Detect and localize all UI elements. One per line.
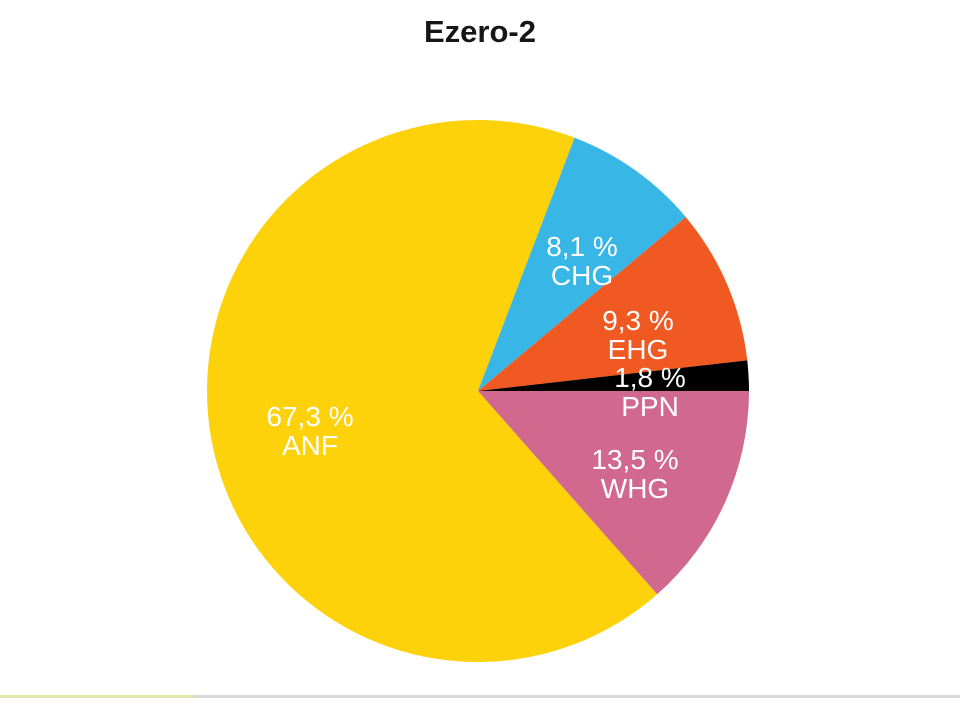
pie-slice-PPN <box>478 360 749 391</box>
pie-slice-EHG <box>478 216 748 391</box>
pie-slice-CHG <box>478 137 686 391</box>
pie-slice-ANF <box>207 120 658 663</box>
video-progress-fill <box>0 695 193 698</box>
video-progress-track[interactable] <box>0 695 960 698</box>
pie-slice-WHG <box>478 391 749 595</box>
chart-title: Ezero-2 <box>424 14 536 49</box>
